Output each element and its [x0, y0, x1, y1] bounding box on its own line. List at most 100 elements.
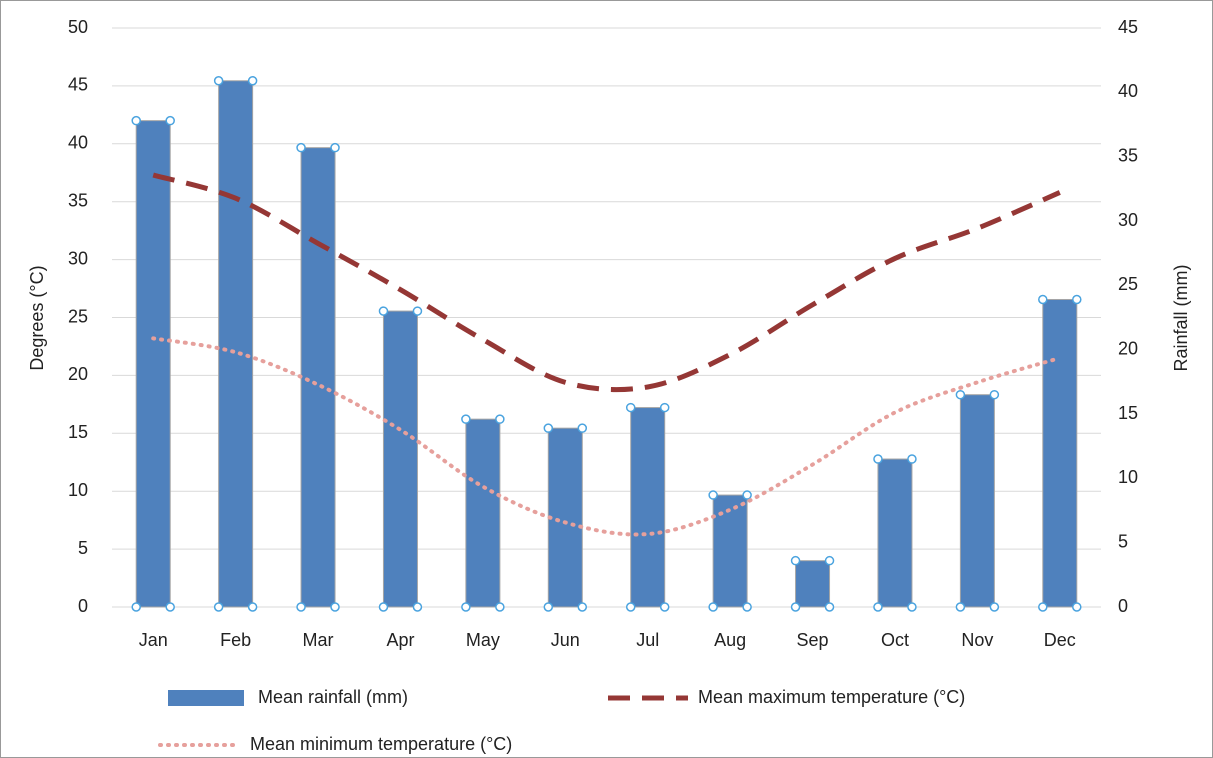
- selection-handle: [165, 115, 175, 126]
- x-tick-label: Jun: [551, 630, 580, 650]
- y2-tick-label: 15: [1118, 403, 1138, 423]
- bar: [959, 394, 995, 608]
- bar: [1042, 298, 1078, 608]
- selection-handle: [461, 602, 471, 612]
- y-tick-label: 45: [68, 75, 88, 95]
- x-tick-label: Aug: [714, 630, 746, 650]
- selection-handle: [659, 602, 670, 612]
- selection-handle: [989, 602, 1000, 612]
- selection-handle: [873, 602, 883, 612]
- legend-swatch: [168, 690, 244, 706]
- selection-handle: [378, 602, 389, 612]
- selection-handle: [330, 142, 340, 153]
- y2-tick-label: 25: [1118, 274, 1138, 294]
- selection-handle: [742, 602, 752, 612]
- bar: [382, 310, 418, 608]
- legend-label: Mean maximum temperature (°C): [698, 687, 965, 707]
- y-tick-label: 30: [68, 248, 88, 268]
- selection-handle: [577, 423, 588, 433]
- bar: [877, 458, 913, 608]
- legend-label: Mean minimum temperature (°C): [250, 734, 512, 754]
- selection-handle: [659, 402, 670, 413]
- selection-handle: [247, 76, 258, 86]
- x-tick-label: Jul: [636, 630, 659, 650]
- bar: [795, 560, 831, 608]
- y-tick-label: 5: [78, 538, 88, 558]
- y2-tick-label: 0: [1118, 596, 1128, 616]
- y2-tick-label: 30: [1118, 210, 1138, 230]
- selection-handle: [1038, 294, 1048, 305]
- y-tick-label: 40: [68, 133, 88, 153]
- y-tick-label: 0: [78, 596, 88, 616]
- y-tick-label: 20: [68, 364, 88, 384]
- x-tick-label: Dec: [1044, 630, 1076, 650]
- selection-handle: [1072, 602, 1082, 612]
- selection-handle: [378, 306, 389, 316]
- y-tick-label: 10: [68, 480, 88, 500]
- bar: [547, 427, 583, 608]
- selection-handle: [131, 115, 141, 126]
- x-tick-label: May: [466, 630, 500, 650]
- selection-handle: [213, 602, 224, 612]
- y2-tick-label: 5: [1118, 531, 1128, 551]
- selection-handle: [165, 602, 175, 612]
- selection-handle: [708, 602, 718, 612]
- line: [152, 172, 1061, 393]
- selection-handle: [625, 602, 636, 612]
- y2-axis-label: Rainfall (mm): [1171, 264, 1191, 371]
- selection-handle: [907, 602, 917, 612]
- selection-handle: [907, 454, 917, 464]
- bar: [712, 494, 748, 608]
- bar: [630, 407, 666, 608]
- y2-tick-label: 40: [1118, 81, 1138, 101]
- selection-handle: [824, 555, 835, 566]
- selection-handle: [790, 602, 801, 612]
- selection-handle: [1038, 602, 1048, 612]
- selection-handle: [873, 454, 883, 464]
- x-tick-label: Nov: [961, 630, 993, 650]
- legend-label: Mean rainfall (mm): [258, 687, 408, 707]
- selection-handle: [495, 602, 505, 612]
- selection-handle: [131, 602, 141, 612]
- y2-tick-label: 10: [1118, 467, 1138, 487]
- y-tick-label: 15: [68, 422, 88, 442]
- bar: [218, 80, 254, 608]
- bar: [135, 120, 171, 608]
- x-tick-label: Feb: [220, 630, 251, 650]
- y-axis-label: Degrees (°C): [27, 265, 47, 370]
- y2-tick-label: 45: [1118, 17, 1138, 37]
- selection-handle: [461, 414, 471, 424]
- selection-handle: [577, 602, 588, 612]
- selection-handle: [543, 423, 554, 433]
- bar: [465, 418, 501, 608]
- y-tick-label: 25: [68, 306, 88, 326]
- selection-handle: [330, 602, 340, 612]
- line: [151, 336, 1062, 537]
- selection-handle: [543, 602, 554, 612]
- y2-tick-label: 20: [1118, 338, 1138, 358]
- selection-handle: [296, 602, 306, 612]
- selection-handle: [213, 76, 224, 86]
- selection-handle: [247, 602, 258, 612]
- selection-handle: [955, 602, 966, 612]
- selection-handle: [708, 490, 718, 500]
- x-tick-label: Apr: [386, 630, 414, 650]
- x-tick-label: Jan: [139, 630, 168, 650]
- selection-handle: [296, 142, 306, 153]
- x-tick-label: Sep: [797, 630, 829, 650]
- selection-handle: [412, 602, 423, 612]
- y2-tick-label: 35: [1118, 145, 1138, 165]
- selection-handle: [742, 490, 752, 500]
- bar: [300, 147, 336, 608]
- y-tick-label: 50: [68, 17, 88, 37]
- selection-handle: [989, 389, 1000, 400]
- selection-handle: [625, 402, 636, 413]
- x-tick-label: Oct: [881, 630, 909, 650]
- selection-handle: [955, 389, 966, 400]
- selection-handle: [1072, 294, 1082, 305]
- selection-handle: [495, 414, 505, 424]
- selection-handle: [790, 555, 801, 566]
- y-tick-label: 35: [68, 190, 88, 210]
